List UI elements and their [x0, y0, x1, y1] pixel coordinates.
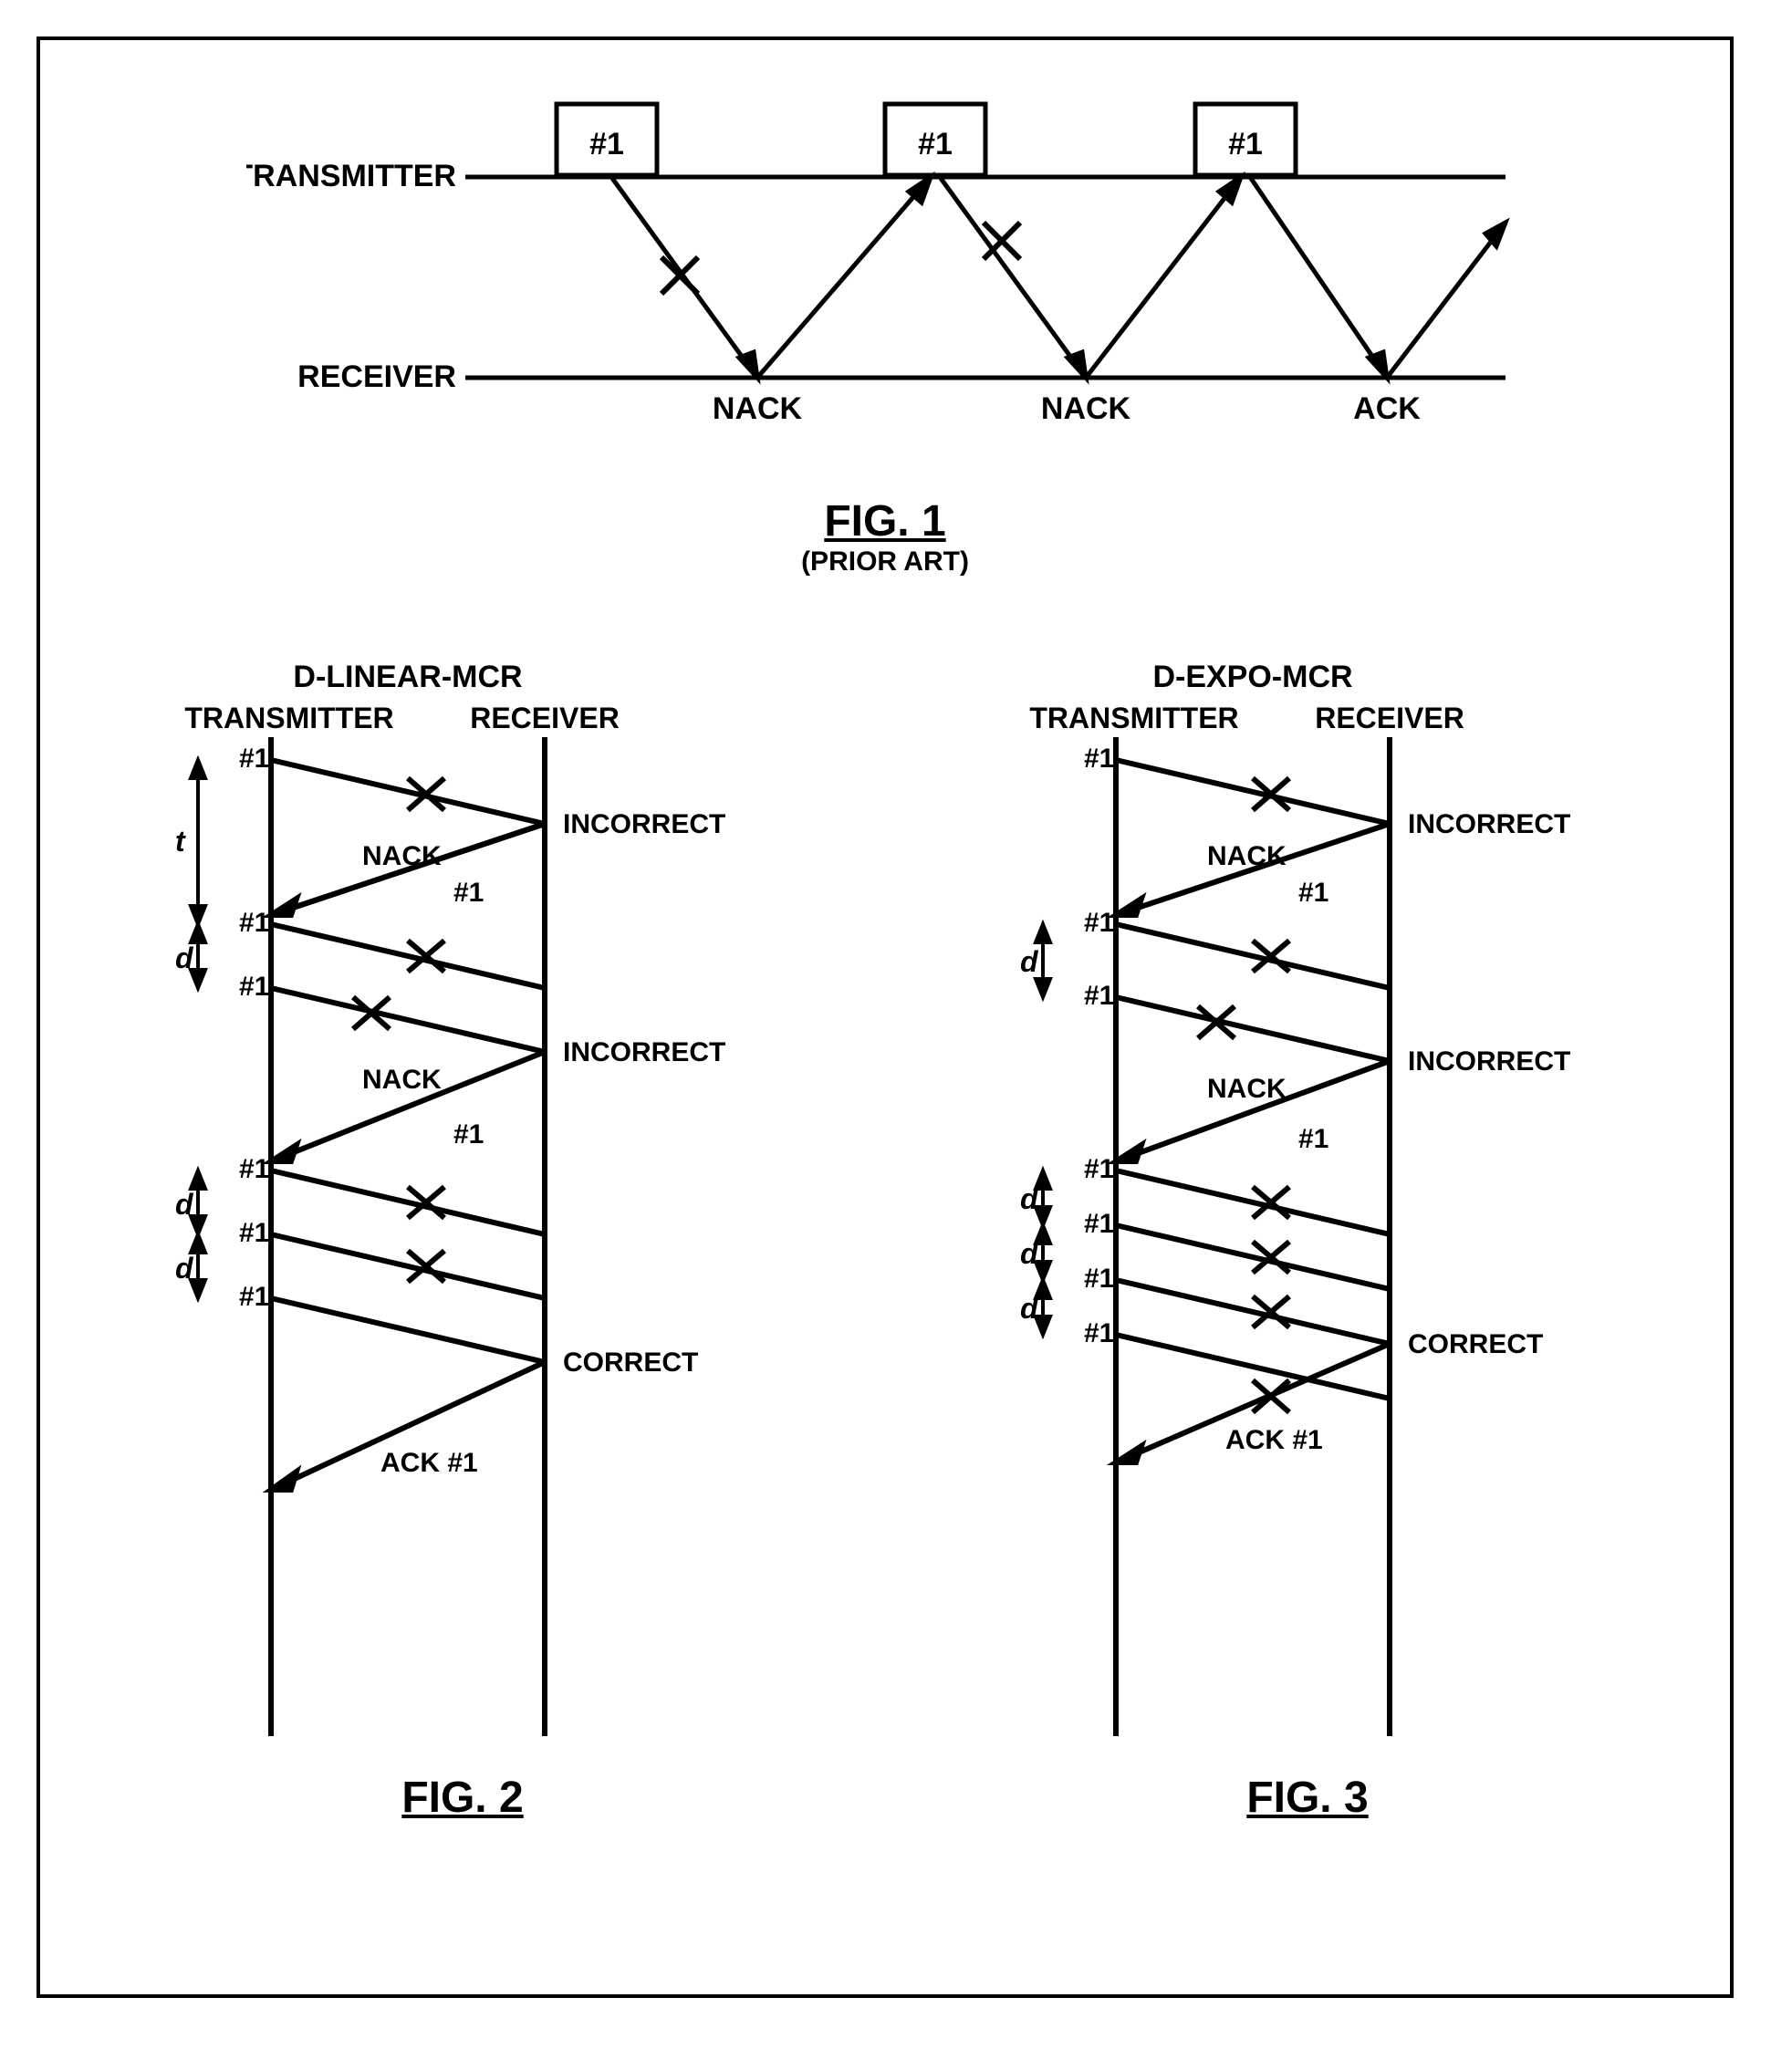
fig2-title: FIG. 2 [401, 1773, 523, 1823]
fig2-midp2: #1 [453, 1119, 484, 1150]
fig3-alg: D-EXPO-MCR [1152, 660, 1352, 694]
fig1-tx-label: TRANSMITTER [246, 159, 456, 193]
fig3-p1: #1 [1084, 744, 1114, 774]
fig2-p5: #1 [239, 1218, 269, 1248]
fig2-inc2: INCORRECT [563, 1037, 725, 1067]
fig1-nack2: NACK [1041, 391, 1131, 426]
fig2-midp1: #1 [453, 878, 484, 908]
fig2-p6: #1 [239, 1282, 269, 1312]
fig2-d1: d [175, 942, 194, 974]
fig2-nack2: NACK [362, 1065, 442, 1095]
fig2-nack1: NACK [362, 841, 442, 871]
fig1-nack1: NACK [713, 391, 803, 426]
fig3-cor: CORRECT [1408, 1329, 1543, 1359]
fig3-nack1: NACK [1207, 841, 1287, 871]
fig1-pkt2: #1 [918, 127, 953, 161]
fig3-d1: d [1020, 945, 1039, 978]
fig3-ack: ACK #1 [1225, 1425, 1323, 1455]
fig2-d3: d [175, 1252, 194, 1285]
fig3-svg: D-EXPO-MCR TRANSMITTER RECEIVER [933, 650, 1682, 1763]
fig2-p1: #1 [239, 744, 269, 774]
fig3-midp1: #1 [1298, 878, 1328, 908]
fig1-title: FIG. 1 [824, 496, 945, 546]
fig3-nack2: NACK [1207, 1074, 1287, 1104]
fig3-inc1: INCORRECT [1408, 809, 1570, 839]
fig1-wrapper: TRANSMITTER RECEIVER #1 #1 #1 NACK NACK … [58, 68, 1712, 577]
fig2-p2: #1 [239, 908, 269, 938]
page-container: TRANSMITTER RECEIVER #1 #1 #1 NACK NACK … [36, 36, 1734, 1998]
fig3-midp2: #1 [1298, 1124, 1328, 1154]
fig2-inc1: INCORRECT [563, 809, 725, 839]
bottom-row: D-LINEAR-MCR TRANSMITTER RECEIVER [58, 650, 1712, 1823]
fig3-inc2: INCORRECT [1408, 1046, 1570, 1077]
fig1-pkt1: #1 [589, 127, 624, 161]
fig2-t: t [175, 825, 186, 858]
fig3-p6: #1 [1084, 1264, 1114, 1294]
fig2-cor: CORRECT [563, 1347, 698, 1378]
fig3-d2: d [1020, 1182, 1039, 1215]
fig2-rx: RECEIVER [470, 702, 620, 734]
fig2-p3: #1 [239, 972, 269, 1002]
fig3-tx: TRANSMITTER [1029, 702, 1238, 734]
fig3-d3: d [1020, 1237, 1039, 1270]
fig3-title: FIG. 3 [1246, 1773, 1368, 1823]
fig3-p7: #1 [1084, 1318, 1114, 1348]
fig2-tx: TRANSMITTER [184, 702, 393, 734]
fig2-d2: d [175, 1188, 194, 1221]
fig3-p5: #1 [1084, 1209, 1114, 1239]
fig1-rx-label: RECEIVER [297, 359, 456, 394]
fig2-alg: D-LINEAR-MCR [293, 660, 522, 694]
fig3-p4: #1 [1084, 1154, 1114, 1184]
fig1-pkt3: #1 [1228, 127, 1263, 161]
fig1-svg: TRANSMITTER RECEIVER #1 #1 #1 NACK NACK … [246, 68, 1524, 487]
fig3-rx: RECEIVER [1315, 702, 1464, 734]
fig2-svg: D-LINEAR-MCR TRANSMITTER RECEIVER [89, 650, 837, 1763]
fig3-p3: #1 [1084, 981, 1114, 1011]
fig3-p2: #1 [1084, 908, 1114, 938]
fig2-ack: ACK #1 [380, 1448, 478, 1478]
fig3-d4: d [1020, 1292, 1039, 1325]
fig2-wrapper: D-LINEAR-MCR TRANSMITTER RECEIVER [89, 650, 837, 1823]
fig1-ack: ACK [1353, 391, 1421, 426]
fig2-p4: #1 [239, 1154, 269, 1184]
fig3-wrapper: D-EXPO-MCR TRANSMITTER RECEIVER [933, 650, 1682, 1823]
fig1-subtitle: (PRIOR ART) [801, 546, 969, 577]
